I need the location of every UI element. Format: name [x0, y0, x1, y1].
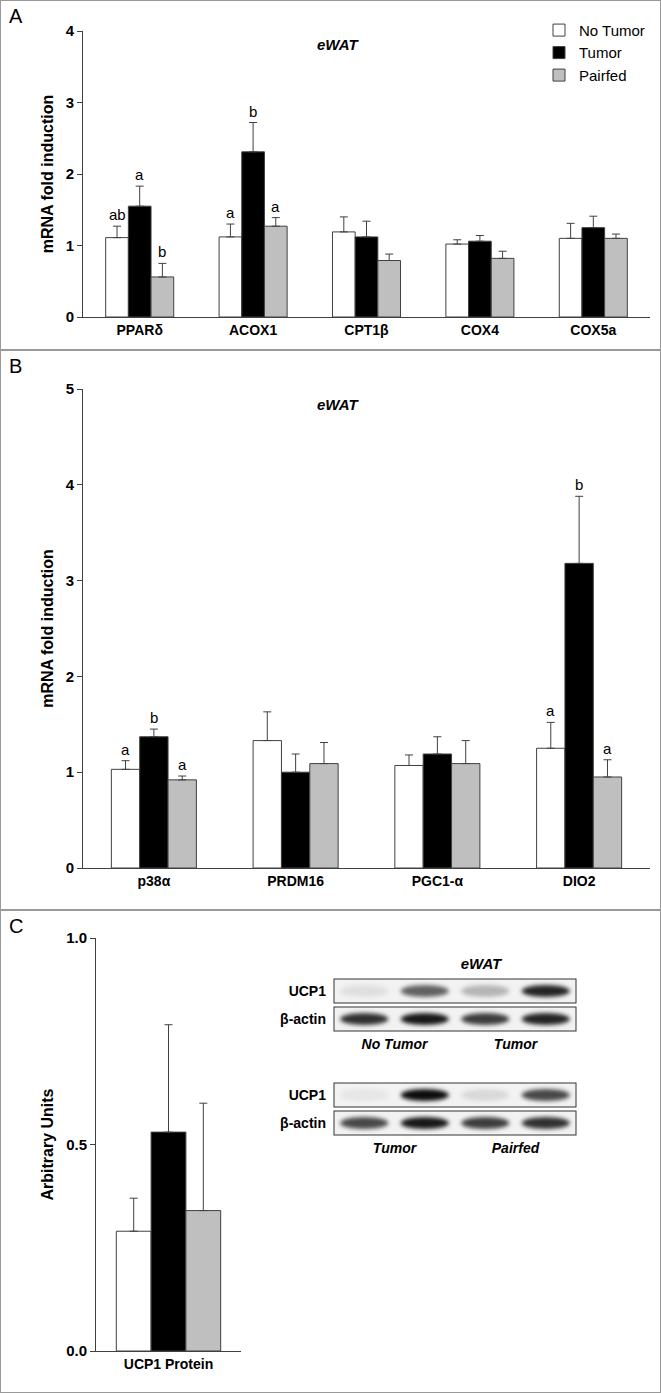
svg-text:UCP1 Protein: UCP1 Protein [124, 1356, 213, 1372]
svg-text:a: a [546, 702, 555, 719]
svg-text:Pairfed: Pairfed [579, 67, 627, 84]
svg-text:a: a [135, 166, 144, 183]
svg-text:4: 4 [66, 22, 75, 39]
svg-text:0: 0 [66, 859, 74, 876]
svg-text:b: b [249, 103, 257, 120]
svg-text:0.0: 0.0 [66, 1342, 87, 1359]
svg-text:Tumor: Tumor [494, 1036, 539, 1052]
svg-text:1: 1 [66, 237, 74, 254]
svg-text:b: b [150, 709, 158, 726]
svg-text:COX4: COX4 [461, 322, 499, 338]
svg-text:DIO2: DIO2 [563, 873, 596, 889]
svg-text:5: 5 [66, 380, 74, 397]
svg-text:0: 0 [66, 308, 74, 325]
svg-text:ab: ab [109, 206, 126, 223]
svg-text:mRNA fold induction: mRNA fold induction [39, 95, 56, 254]
svg-text:2: 2 [66, 668, 74, 685]
svg-text:CPT1β: CPT1β [344, 322, 389, 338]
svg-text:ACOX1: ACOX1 [229, 322, 277, 338]
svg-text:UCP1: UCP1 [289, 1087, 327, 1103]
svg-text:a: a [271, 198, 280, 215]
svg-text:a: a [121, 741, 130, 758]
svg-text:β-actin: β-actin [280, 1115, 326, 1131]
svg-text:eWAT: eWAT [317, 396, 359, 413]
svg-text:a: a [226, 204, 235, 221]
svg-text:0.5: 0.5 [66, 1136, 87, 1153]
svg-text:Tumor: Tumor [579, 44, 622, 61]
html-text:B: B [9, 355, 23, 377]
html-text:C: C [9, 915, 24, 937]
svg-text:No Tumor: No Tumor [362, 1036, 429, 1052]
svg-text:3: 3 [66, 572, 74, 589]
svg-text:UCP1: UCP1 [289, 983, 327, 999]
svg-text:β-actin: β-actin [280, 1011, 326, 1027]
svg-text:a: a [603, 740, 612, 757]
svg-text:PGC1-α: PGC1-α [412, 873, 464, 889]
svg-text:2: 2 [66, 165, 74, 182]
svg-text:1: 1 [66, 763, 74, 780]
svg-text:PRDM16: PRDM16 [267, 873, 324, 889]
svg-text:1.0: 1.0 [66, 929, 87, 946]
svg-text:mRNA fold induction: mRNA fold induction [39, 549, 56, 708]
html-text:A: A [9, 5, 23, 27]
svg-text:No Tumor: No Tumor [579, 22, 645, 39]
svg-text:Tumor: Tumor [373, 1140, 418, 1156]
svg-text:4: 4 [66, 476, 75, 493]
svg-text:3: 3 [66, 94, 74, 111]
svg-text:eWAT: eWAT [461, 955, 503, 972]
svg-text:Pairfed: Pairfed [492, 1140, 540, 1156]
svg-text:PPARδ: PPARδ [117, 322, 163, 338]
svg-text:COX5a: COX5a [570, 322, 616, 338]
svg-text:eWAT: eWAT [317, 36, 359, 53]
svg-text:b: b [158, 243, 166, 260]
svg-text:Arbitrary Units: Arbitrary Units [39, 1088, 56, 1200]
svg-text:p38α: p38α [138, 873, 171, 889]
svg-text:b: b [575, 476, 583, 493]
svg-text:a: a [178, 756, 187, 773]
